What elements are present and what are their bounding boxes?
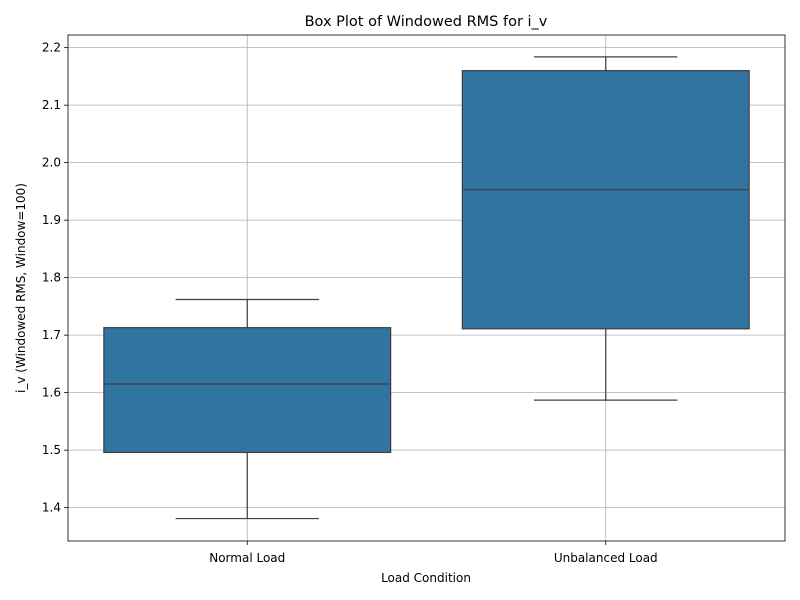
y-tick-label: 1.5 — [42, 443, 61, 457]
box-group — [461, 56, 750, 401]
y-tick-label: 2.1 — [42, 98, 61, 112]
ticks-layer: 1.4 1.5 1.6 1.7 1.8 1.9 2.0 2.1 2.2 Normal Load Un… — [42, 41, 658, 565]
y-tick-label: 2.2 — [42, 41, 61, 55]
iqr-box — [103, 327, 392, 454]
y-tick-label: 1.6 — [42, 386, 61, 400]
y-tick-label: 1.4 — [42, 501, 61, 515]
plot-frame — [67, 34, 786, 542]
y-tick-label: 1.9 — [42, 213, 61, 227]
x-tick-label: Normal Load — [209, 551, 285, 565]
y-tick-label: 1.8 — [42, 271, 61, 285]
iqr-box — [461, 70, 750, 330]
y-tick-label: 2.0 — [42, 156, 61, 170]
y-axis-label: i_v (Windowed RMS, Window=100) — [14, 183, 28, 393]
y-tick-label: 1.7 — [42, 328, 61, 342]
boxes-layer — [103, 56, 750, 520]
x-tick-label: Unbalanced Load — [554, 551, 658, 565]
box-group — [103, 298, 392, 520]
x-axis-label: Load Condition — [381, 571, 471, 585]
chart-title: Box Plot of Windowed RMS for i_v — [305, 14, 548, 30]
